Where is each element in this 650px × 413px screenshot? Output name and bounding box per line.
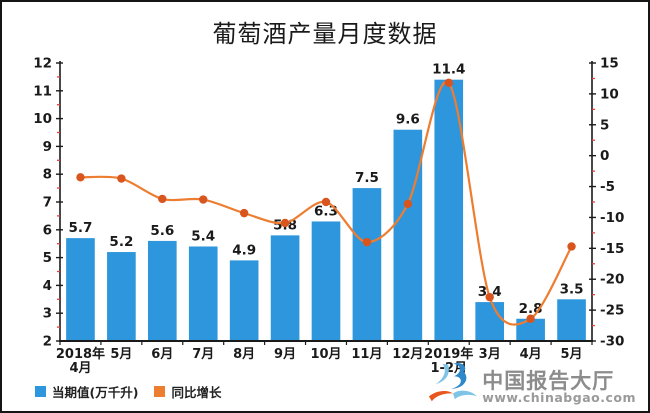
bar — [107, 252, 136, 341]
x-axis-category-label: 9月 — [274, 347, 296, 362]
right-axis-tick-label: -25 — [600, 303, 624, 319]
bar-data-label: 3.5 — [560, 281, 584, 297]
bar-data-label: 9.6 — [396, 112, 420, 128]
bar-data-label: 5.2 — [109, 234, 133, 250]
line-marker — [567, 242, 576, 251]
left-axis-tick-label: 8 — [43, 167, 52, 183]
left-axis-tick-label: 12 — [33, 56, 52, 72]
x-axis-category-label: 2019年 — [424, 346, 473, 362]
x-axis-category-label: 12月 — [392, 347, 423, 362]
bar-series-swatch-icon — [35, 386, 46, 397]
right-axis-tick-label: 0 — [600, 148, 609, 164]
legend-item-bar-series: 当期值(万千升) — [35, 382, 138, 401]
bar — [188, 246, 218, 341]
watermark-url: www.chinabgao.com — [482, 390, 636, 406]
legend-item-line-series: 同比增长 — [154, 382, 221, 401]
bar-data-label: 5.7 — [69, 220, 93, 236]
line-marker — [158, 194, 167, 204]
line-series-swatch-icon — [154, 386, 166, 397]
left-axis-tick-label: 4 — [43, 278, 52, 294]
chart-legend: 当期值(万千升) 同比增长 — [35, 382, 221, 401]
bar — [147, 240, 177, 341]
right-axis-tick-label: -20 — [600, 272, 624, 288]
bar-data-label: 5.6 — [150, 223, 174, 239]
bar-data-label: 7.5 — [355, 170, 379, 186]
chart-title: 葡萄酒产量月度数据 — [212, 20, 438, 48]
bar-data-label: 4.9 — [232, 242, 256, 258]
left-axis-tick-label: 9 — [43, 139, 52, 155]
x-axis-category-label: 5月 — [561, 347, 583, 362]
line-marker — [199, 195, 208, 204]
bar — [557, 299, 586, 341]
right-axis-tick-label: 10 — [600, 86, 619, 102]
bar-data-label: 3.4 — [478, 284, 502, 300]
left-axis-tick-label: 10 — [33, 111, 52, 127]
bar-series-label: 当期值(万千升) — [52, 385, 139, 400]
bar — [516, 318, 545, 341]
bar — [475, 302, 505, 341]
right-axis-tick-label: -30 — [600, 334, 624, 350]
x-axis-category-label: 7月 — [192, 347, 214, 362]
bar-data-label: 5.4 — [191, 228, 215, 244]
line-series-label: 同比增长 — [171, 385, 222, 400]
x-axis-category-label: 10月 — [310, 347, 341, 362]
watermark-brand: 中国报告大厅 — [482, 368, 615, 393]
right-axis-tick-label: 15 — [600, 56, 619, 72]
left-axis-tick-label: 3 — [43, 306, 52, 322]
line-marker — [362, 237, 372, 247]
x-axis-category-label: 3月 — [479, 347, 501, 362]
right-axis-tick-label: -10 — [600, 210, 624, 226]
line-marker — [117, 174, 126, 183]
x-axis-category-label: 2018年 — [56, 346, 105, 362]
left-axis-tick-label: 7 — [43, 195, 52, 211]
bar-data-label: 6.3 — [314, 203, 338, 219]
left-axis-tick-label: 11 — [33, 83, 52, 99]
left-axis-tick-label: 6 — [43, 222, 52, 238]
x-axis-category-label: 4月 — [520, 347, 542, 362]
watermark: 中国报告大厅 www.chinabgao.com — [428, 361, 636, 405]
x-axis-category-label: 6月 — [151, 347, 173, 362]
bar — [393, 129, 423, 341]
left-axis-tick-label: 5 — [43, 250, 52, 266]
bar — [311, 221, 341, 341]
bar — [66, 238, 95, 341]
bar — [434, 79, 464, 342]
line-marker — [280, 218, 290, 228]
x-axis-category-label: 4月 — [69, 361, 91, 376]
right-axis-tick-label: -5 — [600, 179, 615, 195]
line-marker — [76, 173, 85, 182]
bar — [270, 235, 300, 341]
line-marker — [321, 197, 331, 207]
line-marker — [526, 314, 535, 323]
line-marker — [239, 208, 249, 218]
line-marker — [403, 199, 413, 209]
chinabgao-logo-icon — [429, 362, 478, 402]
right-axis-tick-label: 5 — [600, 117, 609, 133]
bar — [352, 188, 382, 341]
line-marker — [485, 292, 494, 302]
left-axis-tick-label: 2 — [43, 334, 52, 350]
x-axis-category-label: 11月 — [351, 347, 382, 362]
x-axis-category-label: 8月 — [233, 347, 255, 362]
right-axis-tick-label: -15 — [600, 241, 624, 257]
watermark-text: 中国报告大厅 www.chinabgao.com — [482, 368, 636, 406]
line-marker — [444, 78, 453, 87]
bar — [229, 260, 259, 341]
x-axis-category-label: 5月 — [110, 347, 132, 362]
bar-data-label: 11.4 — [432, 62, 465, 78]
